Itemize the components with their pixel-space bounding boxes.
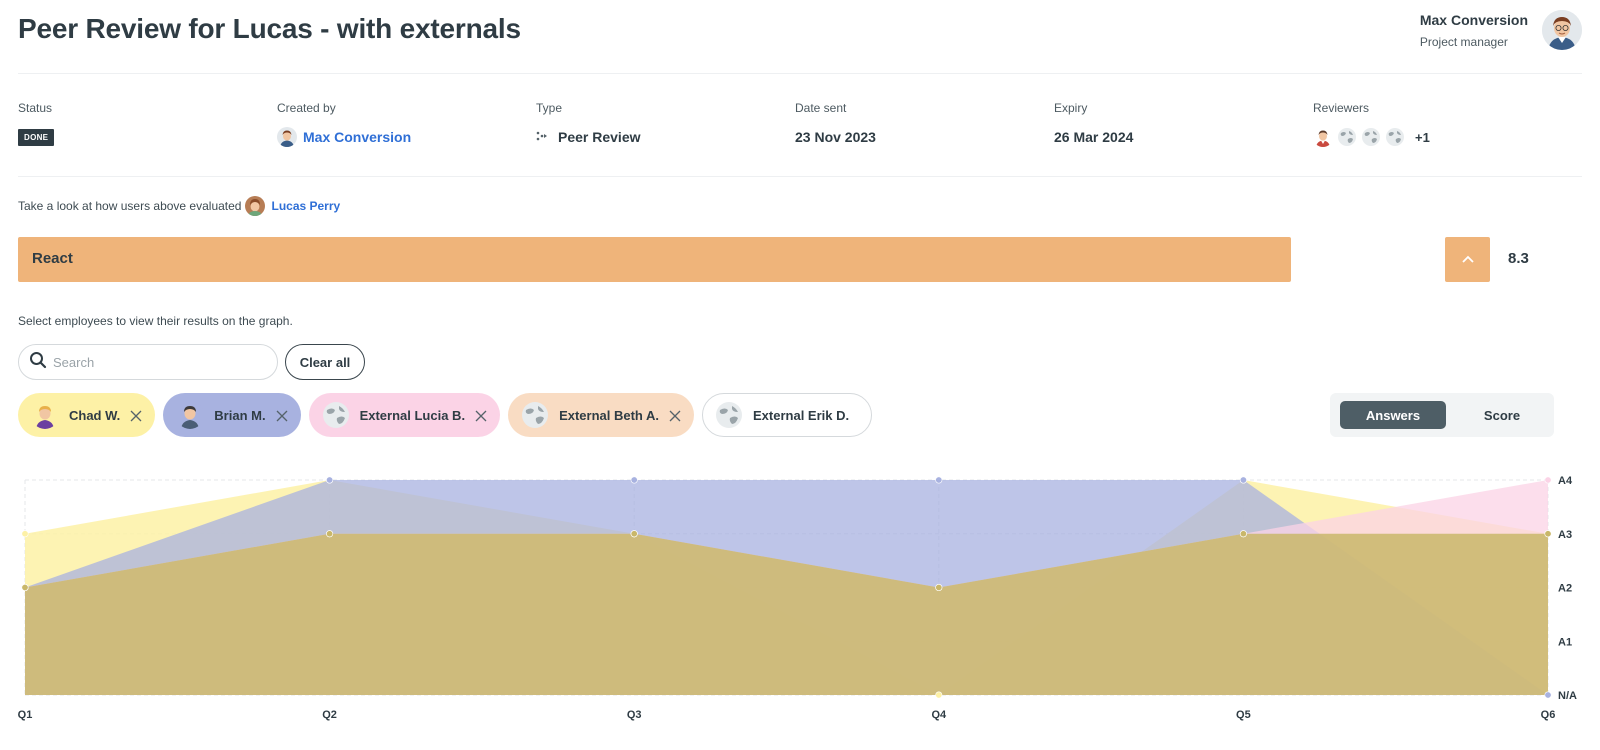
created-by-column: Created by Max Conversion	[277, 101, 411, 148]
search-icon	[29, 351, 47, 374]
chip-beth[interactable]: External Beth A.	[508, 393, 694, 437]
reviewers-column: Reviewers	[1313, 101, 1430, 148]
status-column: Status DONE	[18, 101, 55, 148]
x-tick-label: Q4	[931, 709, 947, 721]
external-globe-icon	[322, 401, 350, 429]
review-meta: Status DONE Created by Max Conversion Ty…	[18, 101, 1582, 177]
chip-label: External Beth A.	[559, 407, 659, 423]
y-tick-label: A1	[1558, 636, 1572, 648]
evaluation-intro: Take a look at how users above evaluated…	[18, 196, 340, 216]
clear-all-button[interactable]: Clear all	[285, 344, 365, 380]
collapse-button[interactable]	[1445, 237, 1490, 282]
x-tick-label: Q5	[1236, 709, 1251, 721]
chevron-up-icon	[1461, 251, 1475, 269]
chip-label: Brian M.	[214, 407, 266, 423]
date-sent-column: Date sent 23 Nov 2023	[795, 101, 876, 148]
data-point[interactable]	[1544, 691, 1552, 699]
chip-label: External Erik D.	[753, 407, 850, 423]
chip-label: External Lucia B.	[359, 407, 466, 423]
select-hint: Select employees to view their results o…	[18, 314, 293, 328]
data-point[interactable]	[1544, 530, 1552, 538]
x-tick-label: Q6	[1541, 709, 1556, 721]
status-label: Status	[18, 101, 53, 115]
chip-lucia[interactable]: External Lucia B.	[308, 393, 501, 437]
data-point[interactable]	[630, 476, 638, 484]
external-globe-icon	[1361, 127, 1381, 147]
data-point[interactable]	[1239, 530, 1247, 538]
close-icon[interactable]	[669, 409, 681, 422]
data-point[interactable]	[935, 476, 943, 484]
data-point[interactable]	[935, 584, 943, 592]
skill-bar[interactable]: React	[18, 237, 1291, 282]
search-input[interactable]	[53, 354, 253, 370]
date-sent-value: 23 Nov 2023	[795, 129, 876, 145]
user-menu[interactable]: Max Conversion Project manager	[1420, 10, 1582, 50]
y-tick-label: A2	[1558, 583, 1572, 595]
chip-label: Chad W.	[69, 407, 121, 423]
employee-chips: Chad W. Brian M. External Lucia B.	[18, 393, 880, 437]
external-globe-icon	[521, 401, 549, 429]
brian-avatar	[176, 401, 205, 429]
data-point[interactable]	[21, 584, 29, 592]
expiry-value: 26 Mar 2024	[1054, 129, 1134, 145]
external-globe-icon	[1337, 127, 1357, 147]
user-name: Max Conversion	[1419, 12, 1528, 28]
close-icon[interactable]	[475, 409, 487, 422]
y-tick-label: A4	[1558, 475, 1573, 487]
data-point[interactable]	[1544, 476, 1552, 484]
chip-chad[interactable]: Chad W.	[18, 393, 156, 437]
expiry-column: Expiry 26 Mar 2024	[1054, 101, 1133, 148]
page-title: Peer Review for Lucas - with externals	[18, 13, 521, 44]
close-icon[interactable]	[276, 409, 288, 422]
x-tick-label: Q3	[627, 709, 642, 721]
peer-review-icon	[536, 130, 548, 145]
reviewer-avatar	[1313, 127, 1333, 147]
data-point[interactable]	[935, 691, 943, 699]
type-label: Type	[536, 101, 563, 115]
subject-link[interactable]: Lucas Perry	[271, 199, 341, 213]
reviewers-label: Reviewers	[1313, 101, 1370, 115]
skill-name: React	[32, 250, 73, 267]
data-point[interactable]	[326, 530, 334, 538]
creator-avatar	[277, 127, 297, 147]
created-by-label: Created by	[277, 101, 336, 115]
user-info: Max Conversion Project manager	[1420, 12, 1528, 49]
close-icon[interactable]	[130, 409, 142, 422]
reviewers-more-count[interactable]: +1	[1415, 129, 1430, 145]
score-toggle-button[interactable]: Score	[1483, 407, 1521, 423]
user-role: Project manager	[1419, 35, 1508, 49]
data-point[interactable]	[1239, 476, 1247, 484]
series-area	[25, 533, 1548, 695]
date-sent-label: Date sent	[795, 101, 847, 115]
chip-brian[interactable]: Brian M.	[163, 393, 301, 437]
data-point[interactable]	[326, 476, 334, 484]
intro-text: Take a look at how users above evaluated	[18, 199, 242, 213]
y-tick-label: N/A	[1558, 690, 1577, 702]
chad-avatar	[31, 401, 59, 429]
data-point[interactable]	[630, 530, 638, 538]
x-tick-label: Q1	[18, 709, 33, 721]
expiry-label: Expiry	[1054, 101, 1088, 115]
skill-score: 8.3	[1508, 250, 1529, 267]
chip-erik[interactable]: External Erik D.	[702, 393, 873, 437]
y-tick-label: A3	[1558, 529, 1572, 541]
type-value: Peer Review	[558, 129, 641, 145]
creator-link[interactable]: Max Conversion	[303, 129, 412, 145]
status-badge: DONE	[18, 128, 55, 146]
reviewer-avatars[interactable]: +1	[1313, 126, 1430, 148]
answers-toggle-button[interactable]: Answers	[1340, 401, 1446, 429]
data-point[interactable]	[21, 530, 29, 538]
subject-avatar	[245, 196, 266, 216]
external-globe-icon	[1385, 127, 1405, 147]
user-avatar[interactable]	[1542, 10, 1582, 50]
page-header: Peer Review for Lucas - with externals M…	[18, 0, 1582, 74]
answers-area-chart: Q1 Q2 Q3 Q4 Q5 Q6N/A A1 A2 A3 A4	[18, 475, 1577, 721]
view-toggle: Answers Score	[1330, 393, 1554, 437]
type-column: Type Peer Review	[536, 101, 641, 148]
external-globe-icon	[715, 401, 743, 429]
search-field[interactable]	[18, 344, 278, 380]
x-tick-label: Q2	[322, 709, 337, 721]
